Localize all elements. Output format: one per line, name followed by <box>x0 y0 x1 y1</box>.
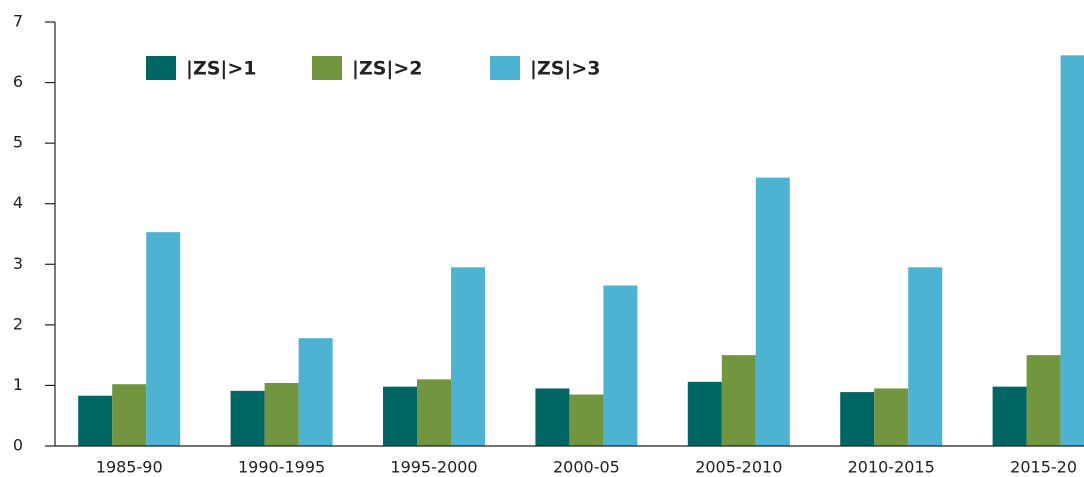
x-tick-label: 1990-1995 <box>238 458 325 477</box>
bar <box>383 386 417 446</box>
bar <box>569 394 604 446</box>
bar <box>264 383 299 446</box>
legend-label: |ZS|>1 <box>186 58 256 80</box>
y-tick-label: 4 <box>13 193 23 212</box>
legend-swatch <box>490 56 520 80</box>
bar <box>146 232 181 446</box>
x-tick-label: 2015-20 <box>1010 458 1077 477</box>
bar <box>908 267 943 446</box>
x-tick-label: 1985-90 <box>96 458 163 477</box>
y-tick-label: 2 <box>13 314 23 333</box>
legend-label: |ZS|>2 <box>352 58 422 80</box>
x-tick-label: 2000-05 <box>553 458 620 477</box>
bar <box>417 379 451 446</box>
legend-label: |ZS|>3 <box>530 58 600 80</box>
bar <box>112 384 147 446</box>
bar <box>78 395 113 446</box>
bar <box>992 386 1027 446</box>
bar <box>230 390 265 446</box>
y-tick-label: 1 <box>13 375 23 394</box>
bar <box>687 381 722 446</box>
bar <box>298 338 333 446</box>
y-tick-label: 6 <box>13 72 23 91</box>
bar <box>535 388 570 446</box>
x-tick-label: 2005-2010 <box>695 458 782 477</box>
bar <box>755 177 790 446</box>
y-tick-label: 0 <box>13 436 23 455</box>
x-tick-label: 2010-2015 <box>848 458 935 477</box>
bar <box>874 388 909 446</box>
bar <box>451 267 485 446</box>
bar <box>1060 55 1084 447</box>
bar <box>1026 355 1061 446</box>
bar <box>840 392 875 446</box>
legend-swatch <box>146 56 176 80</box>
bar <box>603 285 638 446</box>
y-tick-label: 5 <box>13 133 23 152</box>
y-tick-label: 3 <box>13 254 23 273</box>
bar <box>721 355 756 446</box>
x-tick-label: 1995-2000 <box>390 458 477 477</box>
legend-swatch <box>312 56 342 80</box>
y-tick-label: 7 <box>13 12 23 31</box>
